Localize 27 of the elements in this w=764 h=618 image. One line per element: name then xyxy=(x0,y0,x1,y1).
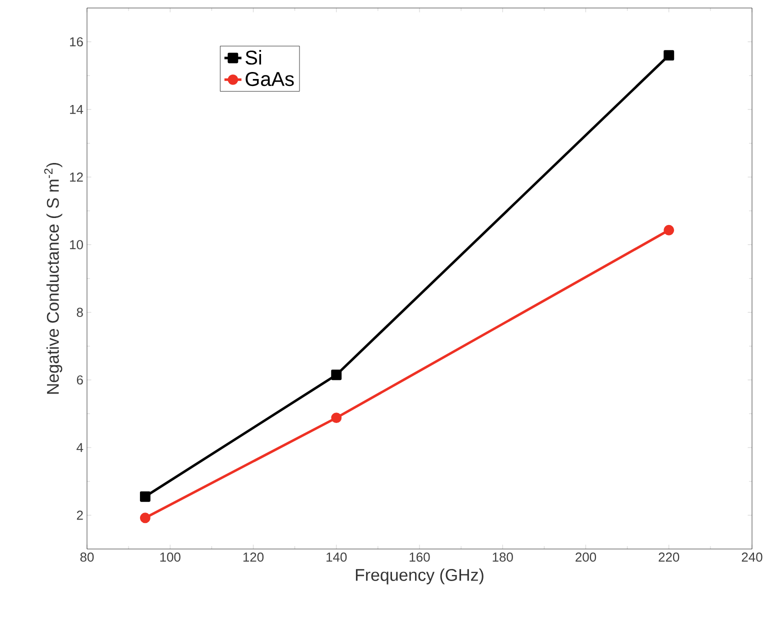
y-tick-label: 16 xyxy=(70,37,83,46)
x-tick-label: 220 xyxy=(658,552,680,562)
point xyxy=(664,224,674,236)
y-tick-label: 6 xyxy=(76,375,83,385)
x-tick-label: 140 xyxy=(326,552,347,562)
y-tick-label: 2 xyxy=(76,510,83,520)
x-tick-label: 120 xyxy=(243,552,264,562)
point xyxy=(331,370,342,380)
y-tick-label: 14 xyxy=(70,104,84,114)
point xyxy=(140,512,150,524)
y-axis-title: Negative Conductance ( S m$^{-2}$) xyxy=(44,162,62,394)
x-tick-label: 200 xyxy=(576,552,596,562)
x-tick-label: 160 xyxy=(410,552,430,562)
x-tick-label: 180 xyxy=(492,552,513,562)
x-tick-label: 240 xyxy=(742,552,762,562)
x-tick-label: 80 xyxy=(80,552,94,562)
point xyxy=(140,491,150,502)
x-axis-title: Frequency (GHz) xyxy=(356,568,484,584)
y-tick-label: 8 xyxy=(76,308,83,317)
y-tick-label: 4 xyxy=(76,443,84,452)
point xyxy=(664,50,674,61)
x-tick-label: 100 xyxy=(160,552,180,562)
y-tick-label: 10 xyxy=(70,240,83,250)
legend-label: GaAs xyxy=(246,72,294,86)
legend-label: Si xyxy=(246,50,262,65)
y-tick-label: 12 xyxy=(70,172,83,182)
point xyxy=(331,412,342,424)
